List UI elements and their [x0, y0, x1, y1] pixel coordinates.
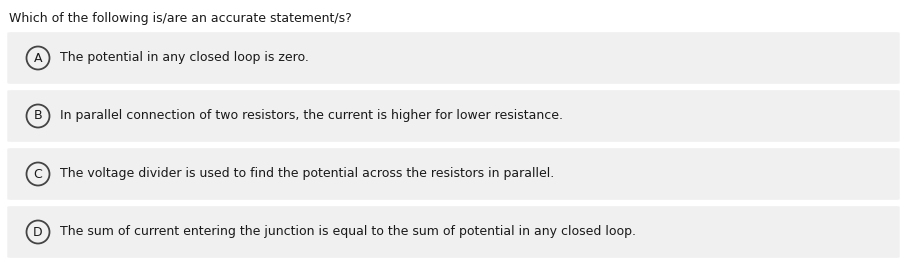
Text: D: D: [34, 225, 43, 239]
Text: The voltage divider is used to find the potential across the resistors in parall: The voltage divider is used to find the …: [60, 168, 554, 181]
Text: B: B: [34, 110, 43, 122]
Ellipse shape: [26, 162, 50, 185]
Text: Which of the following is/are an accurate statement/s?: Which of the following is/are an accurat…: [9, 12, 352, 25]
Ellipse shape: [26, 105, 50, 128]
Text: The sum of current entering the junction is equal to the sum of potential in any: The sum of current entering the junction…: [60, 225, 636, 239]
FancyBboxPatch shape: [7, 32, 900, 84]
Text: C: C: [34, 168, 43, 181]
FancyBboxPatch shape: [7, 90, 900, 142]
Ellipse shape: [26, 47, 50, 69]
Text: In parallel connection of two resistors, the current is higher for lower resista: In parallel connection of two resistors,…: [60, 110, 562, 122]
Text: A: A: [34, 51, 43, 65]
Text: The potential in any closed loop is zero.: The potential in any closed loop is zero…: [60, 51, 308, 65]
Ellipse shape: [26, 221, 50, 244]
FancyBboxPatch shape: [7, 148, 900, 200]
FancyBboxPatch shape: [7, 206, 900, 258]
